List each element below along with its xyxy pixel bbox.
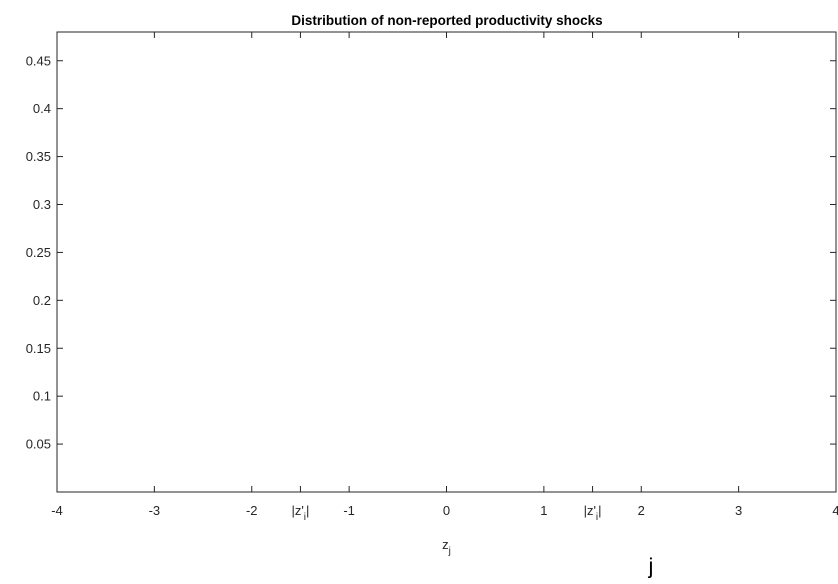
x-tick-label: -2	[246, 503, 258, 518]
x-tick-label: 0	[443, 503, 450, 518]
y-tick-label: 0.1	[33, 389, 51, 404]
x-axis-label-subscript: j	[448, 546, 451, 557]
y-tick-label: 0.25	[26, 245, 51, 260]
x-tick-label-subscript: i	[596, 512, 598, 523]
x-tick-label-suffix: |	[598, 503, 601, 518]
x-tick-label: -3	[149, 503, 161, 518]
x-tick-label: 4	[832, 503, 838, 518]
x-axis-label-base: z	[442, 537, 449, 552]
x-axis-label: zj	[442, 537, 451, 557]
y-tick-label: 0.4	[33, 101, 51, 116]
chart-title: Distribution of non-reported productivit…	[291, 13, 602, 28]
x-tick-label: 2	[638, 503, 645, 518]
x-tick-label: 3	[735, 503, 742, 518]
y-tick-label: 0.2	[33, 293, 51, 308]
x-tick-label: 1	[540, 503, 547, 518]
x-tick-label: |z'i|	[291, 503, 309, 523]
x-tick-label-subscript: i	[304, 512, 306, 523]
x-tick-label: -4	[51, 503, 63, 518]
x-tick-label-suffix: |	[306, 503, 309, 518]
y-tick-label: 0.45	[26, 53, 51, 68]
x-tick-label: -1	[343, 503, 355, 518]
annotation-text: j	[648, 553, 654, 578]
y-tick-label: 0.35	[26, 149, 51, 164]
y-tick-label: 0.3	[33, 197, 51, 212]
y-tick-label: 0.05	[26, 437, 51, 452]
y-tick-label: 0.15	[26, 341, 51, 356]
x-tick-label: |z'i|	[584, 503, 602, 523]
